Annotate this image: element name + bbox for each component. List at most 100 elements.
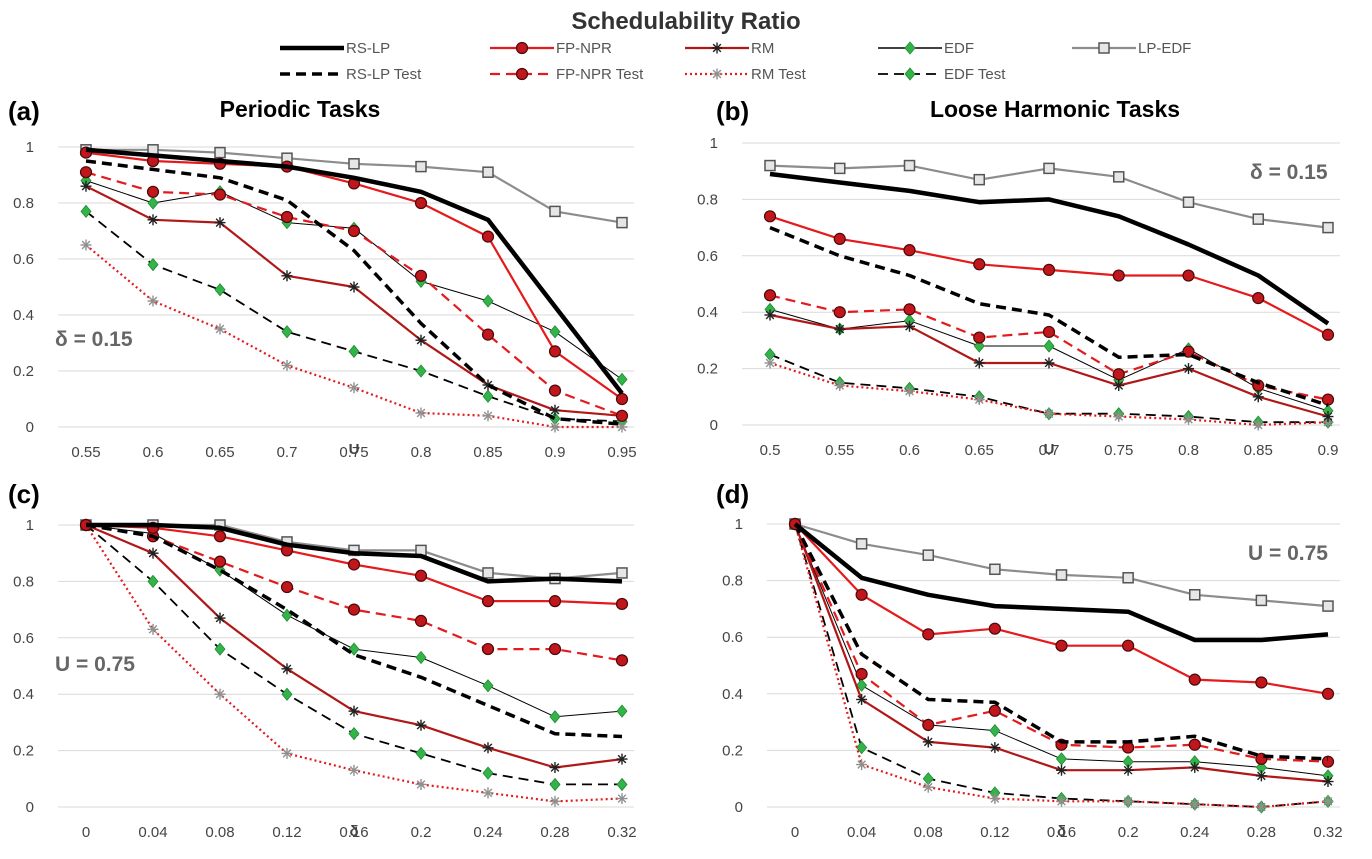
data-point-rm-test bbox=[1252, 419, 1264, 431]
legend-label: RS-LP Test bbox=[346, 66, 422, 83]
data-point-edf-test bbox=[415, 746, 427, 761]
data-point-rm bbox=[147, 214, 159, 226]
data-point-rm-test bbox=[348, 764, 360, 776]
data-point-rm-test bbox=[1189, 798, 1201, 810]
data-point-fp-npr-test bbox=[855, 667, 868, 681]
data-point-rm bbox=[281, 663, 293, 675]
series-rs-lp bbox=[86, 522, 623, 584]
panel-d: 0 0.2 0.4 0.6 0.8 1 0 0.04 0.08 0.12 0.16 0.2 0.24 0.… bbox=[716, 479, 1343, 841]
y-tick-label: 0.8 bbox=[722, 573, 743, 590]
series-line-rs-lp-test bbox=[793, 523, 1329, 761]
data-point-edf-test bbox=[549, 777, 561, 792]
x-tick-label: 0.6 bbox=[899, 442, 920, 459]
data-point-rm-test bbox=[856, 759, 868, 771]
x-tick-label: 0.24 bbox=[473, 824, 502, 841]
data-point-rm-test bbox=[549, 421, 561, 433]
x-axis-label: U bbox=[349, 441, 360, 458]
data-point-rm bbox=[415, 334, 427, 346]
data-point-lp-edf bbox=[415, 160, 427, 173]
data-point-rm-test bbox=[549, 795, 561, 807]
y-tick-label: 0.6 bbox=[697, 248, 718, 265]
data-point-rm bbox=[904, 320, 915, 332]
legend: RS-LP FP-NPR RM EDF LP-EDF RS-LP Test FP-NPR T… bbox=[280, 40, 1191, 83]
data-point-rm bbox=[616, 753, 628, 765]
data-point-rm bbox=[348, 705, 360, 717]
legend-item-fp-npr: FP-NPR bbox=[490, 40, 612, 57]
data-point-fp-npr-test bbox=[347, 224, 361, 238]
data-point-fp-npr bbox=[763, 210, 777, 223]
data-point-rm-test bbox=[989, 793, 1001, 805]
data-point-lp-edf bbox=[1055, 569, 1068, 581]
data-point-fp-npr bbox=[481, 595, 495, 608]
data-point-fp-npr bbox=[1112, 269, 1125, 282]
data-point-fp-npr bbox=[347, 558, 361, 571]
data-point-rm bbox=[80, 180, 92, 192]
data-point-fp-npr bbox=[548, 595, 562, 608]
series-rs-lp bbox=[769, 171, 1330, 326]
data-point-lp-edf bbox=[1255, 594, 1268, 607]
data-point-rm-test bbox=[281, 747, 293, 759]
data-point-fp-npr-test bbox=[79, 166, 93, 179]
data-point-lp-edf bbox=[549, 205, 561, 218]
y-tick-label: 0 bbox=[26, 799, 34, 816]
series-fp-npr-test bbox=[79, 166, 629, 422]
data-point-fp-npr-test bbox=[988, 704, 1001, 717]
x-tick-label: 0.16 bbox=[1047, 824, 1076, 841]
x-tick-label: 0.75 bbox=[339, 444, 368, 461]
series-rs-lp bbox=[85, 147, 624, 395]
y-tick-label: 0.8 bbox=[13, 195, 34, 212]
data-point-rm bbox=[281, 270, 293, 282]
legend-item-rs-lp: RS-LP bbox=[280, 40, 390, 57]
data-point-lp-edf bbox=[214, 146, 226, 159]
series-fp-npr bbox=[79, 146, 629, 406]
x-tick-label: 0.28 bbox=[1247, 824, 1276, 841]
data-point-fp-npr bbox=[615, 392, 629, 406]
x-tick-label: 0.24 bbox=[1180, 824, 1209, 841]
x-tick-label: 0.04 bbox=[138, 824, 167, 841]
data-point-rm bbox=[214, 612, 226, 624]
data-point-lp-edf bbox=[1113, 171, 1125, 183]
series-line-fp-npr-test bbox=[85, 171, 623, 417]
data-point-rm-test bbox=[1322, 795, 1334, 807]
data-point-fp-npr bbox=[988, 622, 1001, 635]
y-tick-label: 1 bbox=[26, 517, 34, 534]
data-point-rm bbox=[764, 309, 776, 321]
data-point-fp-npr-test bbox=[922, 718, 935, 732]
panel-annotation: U = 0.75 bbox=[55, 653, 135, 676]
data-point-fp-npr bbox=[414, 569, 428, 582]
data-point-fp-npr-test bbox=[280, 580, 294, 594]
data-point-lp-edf bbox=[1189, 589, 1201, 601]
data-point-rm-test bbox=[482, 410, 494, 422]
data-point-rm-test bbox=[1113, 411, 1125, 423]
data-point-rm-test bbox=[482, 787, 494, 799]
data-point-edf-test bbox=[616, 777, 628, 792]
legend-label: LP-EDF bbox=[1138, 40, 1191, 57]
legend-marker-square bbox=[1098, 42, 1110, 54]
data-point-rm bbox=[856, 693, 868, 705]
data-point-fp-npr bbox=[1122, 639, 1135, 652]
y-tick-label: 0.2 bbox=[13, 363, 34, 380]
legend-label: RM Test bbox=[751, 66, 807, 83]
data-point-rm bbox=[1189, 761, 1201, 773]
data-point-rm bbox=[348, 281, 360, 293]
data-point-fp-npr-test bbox=[1042, 325, 1056, 339]
data-point-edf bbox=[1043, 339, 1055, 353]
data-point-rm-test bbox=[214, 323, 226, 335]
x-tick-label: 0.32 bbox=[1313, 824, 1342, 841]
data-point-edf-test bbox=[348, 727, 360, 741]
series-line-rs-lp bbox=[793, 522, 1329, 643]
x-tick-label: 0.7 bbox=[1039, 442, 1060, 459]
data-point-fp-npr bbox=[481, 230, 495, 243]
data-point-rm-test bbox=[147, 295, 159, 307]
data-point-rm-test bbox=[922, 781, 934, 793]
data-point-fp-npr bbox=[213, 530, 227, 543]
panel-annotation: δ = 0.15 bbox=[1250, 161, 1328, 184]
legend-item-edf-test: EDF Test bbox=[878, 66, 1006, 83]
data-point-fp-npr-test bbox=[548, 642, 562, 656]
data-point-fp-npr bbox=[1321, 328, 1335, 341]
y-tick-label: 0.2 bbox=[697, 361, 718, 378]
data-point-edf bbox=[549, 710, 561, 724]
y-tick-label: 0.6 bbox=[13, 630, 34, 647]
legend-marker-star bbox=[711, 68, 723, 80]
data-point-edf-test bbox=[482, 389, 494, 403]
